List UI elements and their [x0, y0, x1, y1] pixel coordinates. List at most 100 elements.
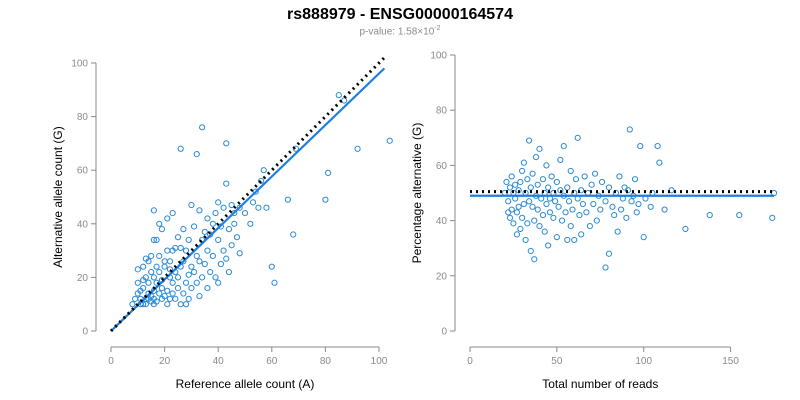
- left-data-point: [190, 268, 198, 276]
- right-data-point: [525, 137, 533, 144]
- right-data-point: [602, 198, 609, 205]
- right-data-point: [557, 156, 564, 163]
- left-data-point: [220, 204, 227, 211]
- left-data-point: [153, 263, 160, 270]
- right-data-point: [736, 211, 743, 219]
- left-y-tick-label: 100: [71, 59, 88, 70]
- left-x-tick-label: 100: [371, 356, 388, 367]
- left-data-point: [156, 220, 163, 227]
- left-data-point: [148, 268, 155, 276]
- right-data-point: [633, 209, 640, 216]
- right-data-point: [654, 142, 661, 150]
- left-data-point: [215, 199, 222, 206]
- right-x-tick-label: 100: [635, 356, 652, 367]
- right-data-point: [503, 178, 510, 186]
- right-data-point: [574, 134, 581, 141]
- left-data-point: [174, 234, 182, 241]
- right-data-point: [546, 209, 554, 216]
- left-data-point: [215, 279, 222, 286]
- left-data-point: [231, 209, 238, 217]
- left-data-point: [161, 258, 168, 265]
- left-data-point: [225, 268, 233, 276]
- right-data-point: [543, 162, 550, 169]
- left-data-point: [241, 209, 249, 217]
- right-data-point: [553, 178, 560, 186]
- right-data-point: [536, 145, 543, 152]
- left-data-point: [215, 236, 222, 243]
- left-data-point: [228, 242, 235, 249]
- left-data-point: [386, 137, 393, 144]
- right-data-point: [541, 228, 548, 235]
- right-data-point: [560, 142, 567, 150]
- left-y-tick-label: 80: [77, 112, 89, 123]
- left-data-point: [148, 252, 155, 260]
- right-y-tick-label: 100: [430, 51, 447, 62]
- left-data-point: [233, 234, 241, 241]
- right-data-point: [527, 247, 534, 255]
- right-data-point: [508, 206, 515, 213]
- left-data-point: [172, 295, 179, 302]
- right-data-point: [647, 203, 654, 210]
- left-data-point: [153, 298, 160, 305]
- left-data-point: [204, 247, 211, 254]
- right-data-point: [682, 225, 689, 232]
- right-data-point: [522, 236, 529, 244]
- right-data-point: [569, 206, 576, 213]
- left-data-point: [292, 145, 300, 152]
- left-data-point: [247, 220, 254, 227]
- right-data-point: [590, 200, 597, 208]
- left-data-point: [268, 263, 275, 270]
- right-y-tick-label: 60: [436, 161, 448, 172]
- pvalue-text: p-value: 1.58×10: [359, 26, 435, 38]
- left-data-point: [161, 263, 168, 270]
- left-data-point: [231, 220, 238, 227]
- right-data-point: [534, 181, 541, 188]
- right-data-point: [567, 167, 574, 175]
- left-data-point: [153, 236, 160, 243]
- right-x-tick-label: 0: [467, 356, 473, 367]
- left-data-point: [225, 226, 233, 233]
- left-data-point: [228, 201, 235, 209]
- right-data-point: [505, 209, 512, 216]
- left-data-point: [174, 274, 182, 281]
- left-data-point: [166, 266, 174, 273]
- left-data-point: [169, 290, 176, 297]
- right-data-point: [621, 184, 628, 191]
- right-data-point: [505, 198, 512, 205]
- left-data-point: [156, 268, 163, 276]
- left-data-point: [223, 180, 230, 187]
- left-data-point: [196, 258, 203, 265]
- right-data-point: [539, 211, 547, 219]
- left-data-point: [177, 145, 184, 152]
- left-x-tick-label: 80: [320, 356, 332, 367]
- left-data-point: [150, 236, 157, 243]
- left-data-point: [174, 285, 182, 292]
- right-data-point: [519, 167, 526, 175]
- left-data-point: [212, 274, 219, 281]
- left-y-tick-label: 60: [77, 166, 89, 177]
- left-data-point: [177, 301, 184, 308]
- right-data-point: [552, 198, 559, 205]
- right-data-point: [623, 214, 630, 221]
- right-data-point: [706, 211, 713, 219]
- right-data-point: [626, 126, 633, 133]
- right-data-point: [578, 231, 585, 238]
- right-y-tick-label: 40: [436, 216, 448, 227]
- right-data-point: [640, 234, 647, 241]
- left-data-point: [188, 201, 195, 209]
- left-data-point: [196, 207, 203, 214]
- right-data-point: [531, 256, 538, 263]
- right-data-point: [598, 178, 606, 186]
- right-data-point: [628, 198, 635, 205]
- right-data-point: [548, 173, 555, 180]
- left-data-point: [236, 204, 243, 211]
- left-data-point: [322, 196, 329, 203]
- right-data-point: [769, 214, 776, 221]
- right-data-point: [605, 250, 613, 257]
- left-data-point: [182, 247, 190, 254]
- right-data-point: [602, 264, 609, 271]
- left-data-point: [164, 287, 171, 294]
- left-data-point: [201, 228, 208, 235]
- right-data-point: [555, 203, 562, 210]
